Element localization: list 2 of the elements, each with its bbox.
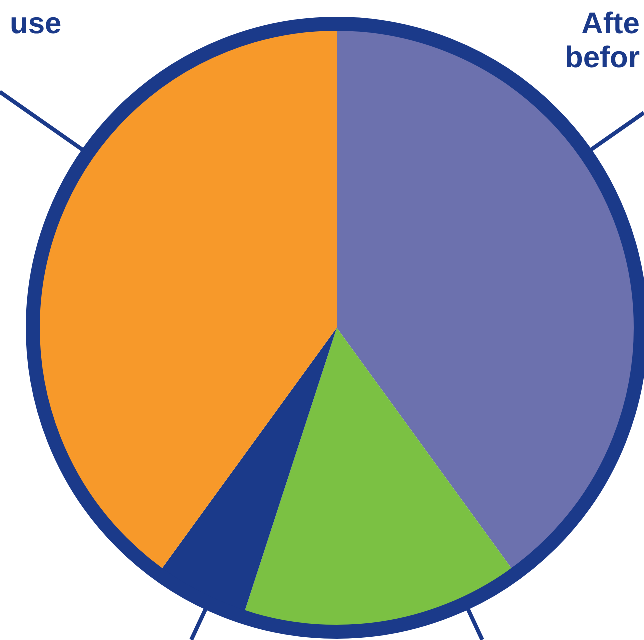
slice-label: use [10,7,62,40]
slice-label: Afte befor [565,7,640,74]
